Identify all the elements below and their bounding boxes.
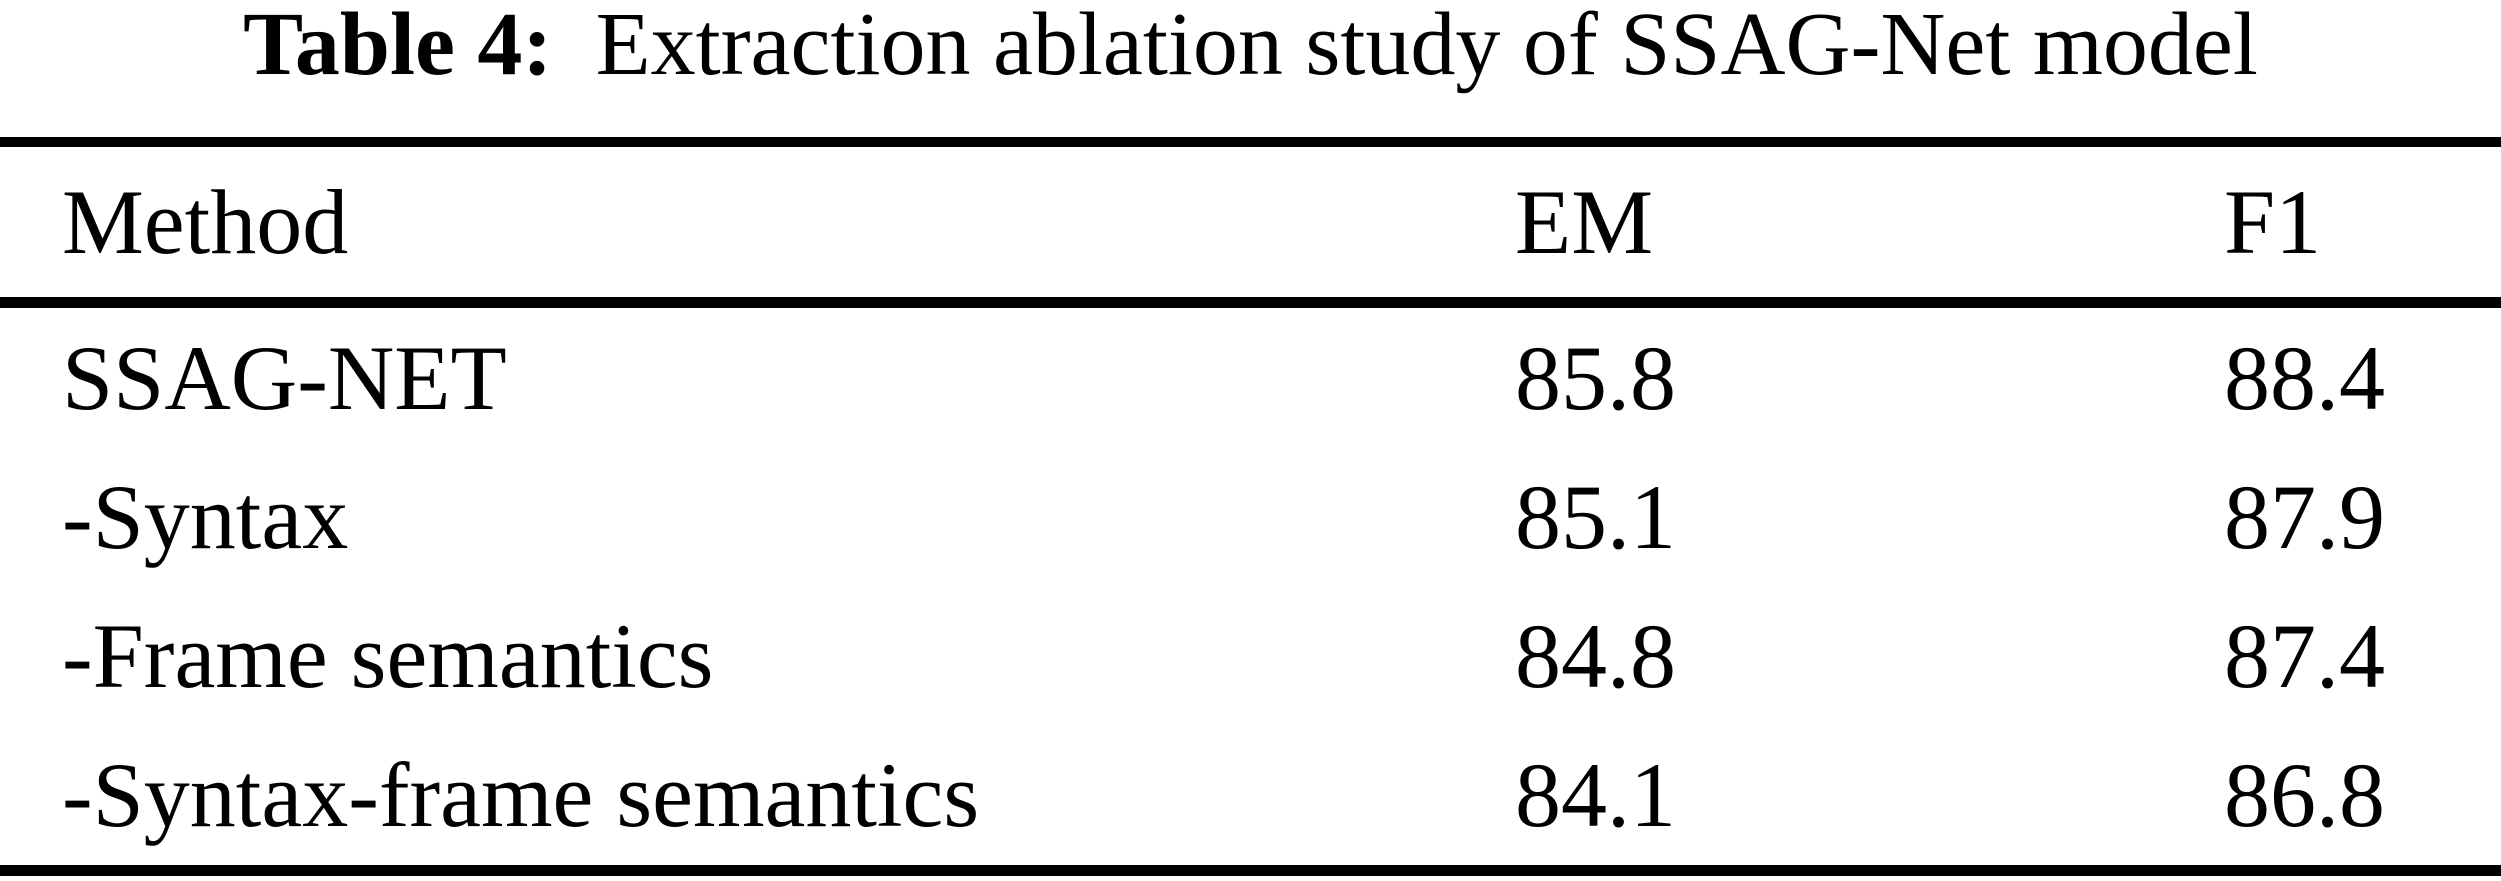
method-cell: -Frame semantics — [62, 605, 714, 708]
table-body: SSAG-NET 85.8 88.4 -Syntax 85.1 87.9 -Fr… — [0, 308, 2501, 865]
table-row: -Frame semantics 84.8 87.4 — [0, 587, 2501, 726]
table-row: -Syntax 85.1 87.9 — [0, 447, 2501, 586]
mid-rule — [0, 297, 2501, 308]
table-row: SSAG-NET 85.8 88.4 — [0, 308, 2501, 447]
em-cell: 84.1 — [1515, 744, 1676, 847]
f1-cell: 86.8 — [2224, 744, 2385, 847]
method-cell: -Syntax — [62, 465, 349, 568]
caption-label: Table 4: — [243, 0, 553, 94]
column-header-em: EM — [1515, 171, 1653, 273]
em-cell: 84.8 — [1515, 605, 1676, 708]
em-cell: 85.1 — [1515, 465, 1676, 568]
top-rule — [0, 137, 2501, 147]
column-header-method: Method — [62, 171, 349, 273]
f1-cell: 87.4 — [2224, 605, 2385, 708]
bottom-rule — [0, 865, 2501, 876]
table-row: -Syntax-frame semantics 84.1 86.8 — [0, 726, 2501, 865]
caption-text: Extraction ablation study of SSAG-Net mo… — [595, 0, 2258, 94]
method-cell: SSAG-NET — [62, 326, 507, 429]
table-caption: Table 4: Extraction ablation study of SSA… — [0, 0, 2501, 90]
method-cell: -Syntax-frame semantics — [62, 744, 980, 847]
f1-cell: 88.4 — [2224, 326, 2385, 429]
column-header-f1: F1 — [2224, 171, 2322, 273]
em-cell: 85.8 — [1515, 326, 1676, 429]
table-header-row: Method EM F1 — [0, 147, 2501, 297]
f1-cell: 87.9 — [2224, 465, 2385, 568]
